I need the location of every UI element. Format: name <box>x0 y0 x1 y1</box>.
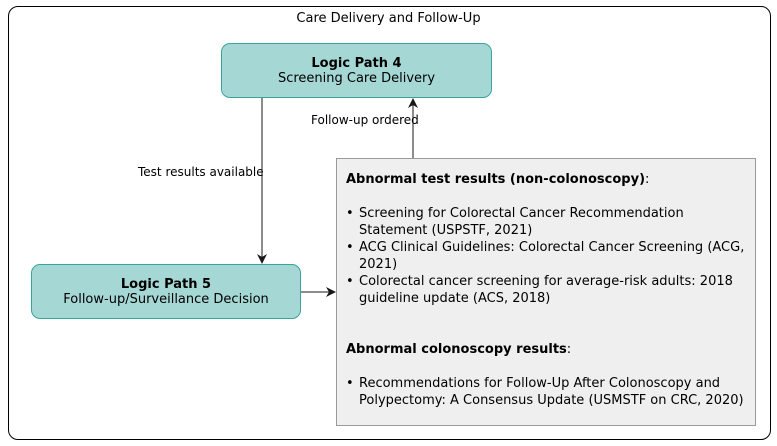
node-title: Logic Path 4 <box>311 56 402 71</box>
note-section-2-list: • Recommendations for Follow-Up After Col… <box>346 375 747 409</box>
node-logic-path-5[interactable]: Logic Path 5 Follow-up/Surveillance Deci… <box>31 264 301 319</box>
node-subtitle: Follow-up/Surveillance Decision <box>63 292 269 307</box>
note-section-2-heading: Abnormal colonoscopy results: <box>346 342 572 357</box>
list-item: • Colorectal cancer screening for average… <box>346 274 733 306</box>
edge-label-test-results: Test results available <box>138 165 264 179</box>
list-item: • ACG Clinical Guidelines: Colorectal Can… <box>346 240 745 272</box>
node-logic-path-4[interactable]: Logic Path 4 Screening Care Delivery <box>221 43 492 98</box>
list-item: • Screening for Colorectal Cancer Recomme… <box>346 206 684 238</box>
list-item: • Recommendations for Follow-Up After Col… <box>346 376 744 408</box>
guidelines-note: Abnormal test results (non-colonoscopy):… <box>336 158 756 426</box>
node-subtitle: Screening Care Delivery <box>277 71 436 86</box>
diagram-title: Care Delivery and Follow-Up <box>296 11 481 26</box>
node-title: Logic Path 5 <box>120 277 212 292</box>
diagram-frame <box>8 6 771 440</box>
note-section-1-heading: Abnormal test results (non-colonoscopy): <box>346 172 650 187</box>
edge-label-follow-up: Follow-up ordered <box>311 113 419 127</box>
note-section-1-list: • Screening for Colorectal Cancer Recomme… <box>346 205 747 307</box>
